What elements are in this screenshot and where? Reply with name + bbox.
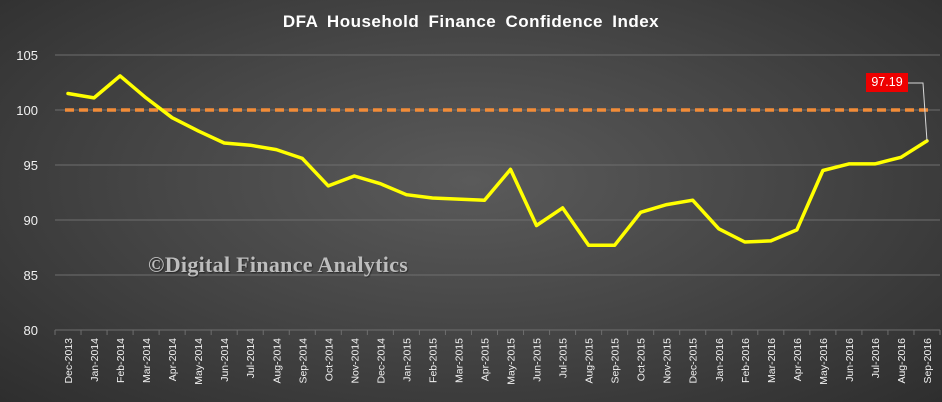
watermark: ©Digital Finance Analytics [148, 252, 409, 277]
x-tick-label: Mar-2014 [141, 338, 153, 383]
data-point [821, 169, 825, 172]
data-point [248, 143, 252, 147]
y-tick-label: 105 [16, 48, 38, 63]
data-point [613, 243, 617, 247]
data-point [639, 210, 643, 214]
x-tick-label: Apr-2014 [167, 338, 179, 381]
data-point [222, 141, 226, 145]
data-point [430, 196, 434, 200]
data-point [274, 148, 278, 152]
data-point [665, 203, 669, 207]
x-tick-label: Aug-2015 [584, 338, 596, 384]
x-tick-label: Jan-2014 [89, 338, 101, 382]
data-point [300, 156, 304, 160]
x-tick-label: Feb-2014 [115, 338, 127, 383]
data-point [899, 155, 903, 159]
y-tick-label: 85 [24, 268, 38, 283]
x-tick-label: Feb-2015 [427, 338, 439, 383]
label-leader-layer [908, 82, 928, 141]
data-point [561, 206, 565, 210]
x-tick-label: Apr-2016 [792, 338, 804, 381]
y-tick-label: 90 [24, 213, 38, 228]
x-tick-label: Jun-2016 [844, 338, 856, 382]
data-point [352, 174, 356, 178]
data-point [378, 182, 382, 186]
series-line [66, 74, 929, 248]
x-tick-label: May-2014 [193, 338, 205, 385]
data-point [743, 240, 747, 244]
y-tick-label: 95 [24, 158, 38, 173]
data-point [509, 167, 513, 171]
data-point [717, 227, 721, 231]
x-axis-ticks: Dec-2013 Jan-2014 Feb-2014 Mar-2014 Apr-2014… [63, 338, 934, 385]
x-tick-label: Dec-2014 [375, 338, 387, 384]
x-tick-label: Dec-2013 [63, 338, 75, 384]
data-point [482, 198, 486, 202]
data-point [144, 96, 148, 100]
data-point [456, 197, 460, 201]
x-tick-label: Aug-2014 [271, 338, 283, 384]
y-axis-ticks: 80 85 90 95 100 105 [16, 48, 38, 338]
data-point [795, 228, 799, 232]
x-tick-label: Jun-2014 [219, 338, 231, 382]
x-tick-label: Jul-2015 [558, 338, 570, 378]
x-tick-label: Nov-2015 [662, 338, 674, 384]
x-tick-label: Sep-2014 [297, 338, 309, 384]
x-tick-label: Jul-2016 [870, 338, 882, 378]
data-point [769, 239, 773, 243]
x-tick-label: Aug-2016 [896, 338, 908, 384]
data-point [847, 162, 851, 166]
x-tick-label: Sep-2016 [922, 338, 934, 384]
data-point [66, 92, 70, 95]
x-tick-label: Nov-2014 [349, 338, 361, 384]
data-point [535, 224, 539, 227]
label-leader-line [908, 82, 928, 141]
x-tick-label: Mar-2016 [766, 338, 778, 383]
x-tick-label: Oct-2015 [636, 338, 648, 381]
chart-title: DFA Household Finance Confidence Index [282, 12, 660, 31]
x-tick-label: Feb-2016 [740, 338, 752, 383]
data-point [92, 96, 96, 100]
x-tick-label: Apr-2015 [479, 338, 491, 381]
y-tick-label: 100 [16, 103, 38, 118]
x-tick-label: Jan-2016 [714, 338, 726, 382]
data-point [118, 74, 122, 78]
x-tick-label: May-2015 [506, 338, 518, 385]
last-value-label: 97.19 [866, 73, 908, 92]
data-point [873, 162, 877, 166]
data-point [326, 184, 330, 188]
data-point [170, 116, 174, 120]
x-tick-label: Mar-2015 [453, 338, 465, 383]
series-layer [66, 74, 929, 248]
data-point [691, 198, 695, 202]
x-tick-label: Jun-2015 [532, 338, 544, 382]
x-tick-label: Dec-2015 [688, 338, 700, 384]
x-tick-label: Oct-2014 [323, 338, 335, 381]
x-tick-label: May-2016 [818, 338, 830, 385]
x-tick-label: Jul-2014 [245, 338, 257, 378]
data-point [196, 129, 200, 133]
x-tick-label: Jan-2015 [401, 338, 413, 382]
gridlines [54, 54, 941, 335]
data-point [587, 243, 591, 247]
y-tick-label: 80 [24, 323, 38, 338]
x-tick-label: Sep-2015 [610, 338, 622, 384]
data-point [404, 193, 408, 197]
